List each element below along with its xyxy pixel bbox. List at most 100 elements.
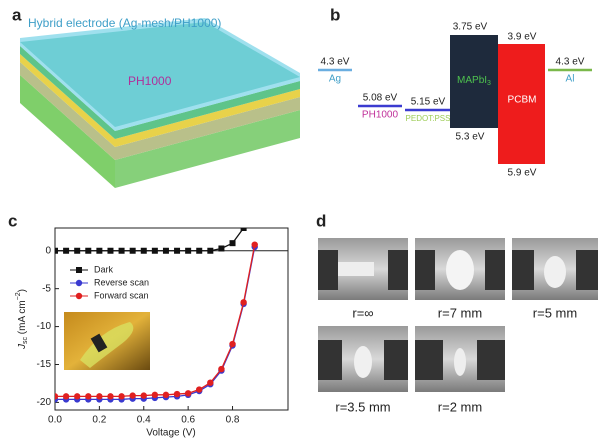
marker — [85, 247, 92, 254]
x-tick-label: 0.4 — [137, 415, 151, 426]
slab-left — [20, 75, 115, 188]
photo-caption: r=2 mm — [438, 399, 482, 414]
energy-label: 5.08 eV — [363, 93, 398, 104]
name-main: MAPbI — [457, 75, 487, 86]
marker — [63, 247, 70, 254]
level-name: Ag — [329, 74, 341, 85]
marker — [196, 247, 203, 254]
legend-marker — [76, 267, 82, 273]
marker — [107, 393, 114, 400]
marker — [118, 247, 125, 254]
marker — [218, 365, 225, 373]
energy-label: 3.9 eV — [508, 32, 537, 43]
x-tick-label: 0.8 — [226, 415, 240, 426]
marker — [151, 391, 159, 399]
marker — [207, 247, 214, 254]
marker — [96, 393, 103, 400]
photo — [318, 238, 408, 300]
marker — [55, 393, 59, 400]
marker — [55, 247, 58, 254]
marker — [184, 390, 192, 397]
y-tick-label: -15 — [37, 359, 52, 370]
marker — [118, 393, 125, 400]
level-name: MAPbI3 — [457, 75, 491, 87]
legend-marker — [75, 279, 83, 287]
name-sub: 3 — [487, 80, 491, 87]
axes-frame — [54, 227, 289, 411]
marker — [196, 386, 203, 393]
marker — [251, 241, 258, 248]
panel-label: d — [316, 211, 326, 230]
photo — [415, 238, 505, 300]
y-label-main: J — [17, 343, 28, 350]
layer-cyan — [20, 18, 300, 131]
marker — [173, 390, 181, 398]
layer-label: PH1000 — [128, 74, 172, 88]
marker — [162, 247, 169, 254]
y-tick-label: -5 — [42, 283, 51, 294]
marker — [240, 228, 247, 231]
marker — [62, 393, 70, 400]
layer-gray — [20, 62, 300, 160]
panel-label: a — [12, 5, 22, 24]
band-box — [498, 44, 545, 164]
y-label-unit: (mA cm — [17, 300, 28, 337]
slab-front — [115, 110, 300, 188]
level-name: PH1000 — [362, 110, 399, 121]
energy-label: 5.15 eV — [411, 97, 446, 108]
legend-label: Dark — [94, 264, 114, 274]
band-box — [450, 35, 498, 128]
plot-area — [55, 228, 258, 403]
caption: Hybrid electrode (Ag-mesh/PH1000) — [28, 16, 221, 30]
y-axis-label: Jsc (mA cm−2) — [15, 289, 29, 350]
photo-caption: r=3.5 mm — [335, 399, 390, 414]
marker — [151, 247, 158, 254]
x-axis-label: Voltage (V) — [146, 428, 195, 439]
legend-label: Reverse scan — [94, 277, 149, 287]
level-name: PCBM — [508, 95, 537, 106]
marker — [140, 392, 147, 399]
inset-device — [90, 333, 108, 353]
marker — [218, 245, 225, 252]
layer-yellow — [20, 54, 300, 147]
photo — [512, 238, 598, 300]
energy-label: 4.3 eV — [321, 57, 350, 68]
y-tick-label: -10 — [37, 321, 52, 332]
marker — [107, 247, 114, 254]
photo-caption: r=∞ — [352, 305, 373, 320]
marker — [185, 247, 192, 254]
marker — [229, 240, 236, 247]
level-name: PEDOT:PSS — [406, 114, 451, 123]
y-label-sup: −2 — [15, 292, 22, 300]
marker — [73, 393, 81, 400]
marker — [174, 247, 181, 254]
level-name: Al — [566, 74, 575, 85]
legend-marker — [75, 292, 83, 300]
y-tick-label: -20 — [37, 397, 52, 408]
layer-green — [20, 46, 300, 139]
panel-d: d r=∞ r=7 mm r=5 mm r=3.5 mm r=2 mm — [316, 211, 598, 414]
panel-a: a Hybrid electrode (Ag-mesh/PH1000) PH10… — [12, 5, 300, 188]
photo-caption: r=5 mm — [533, 305, 577, 320]
marker — [140, 247, 147, 254]
photo — [415, 326, 505, 392]
energy-label: 5.9 eV — [508, 168, 537, 179]
panel-label: b — [330, 5, 340, 24]
marker — [85, 393, 92, 400]
x-tick-label: 0.2 — [92, 415, 106, 426]
photo-caption: r=7 mm — [438, 305, 482, 320]
x-tick-label: 0.0 — [48, 415, 62, 426]
marker — [207, 379, 214, 386]
x-tick-label: 0.6 — [181, 415, 195, 426]
energy-label: 5.3 eV — [456, 132, 485, 143]
panel-label: c — [8, 211, 17, 230]
marker — [162, 391, 170, 399]
inset-finger — [80, 322, 134, 368]
panel-c: c Voltage (V) Jsc (mA cm−2) — [8, 211, 289, 439]
marker — [240, 299, 247, 306]
legend-label: Forward scan — [94, 290, 149, 300]
y-label-sub: sc — [22, 337, 29, 345]
panel-b: b 4.3 eV Ag 5.08 eV PH1000 5.15 eV PEDOT… — [318, 5, 592, 179]
energy-label: 3.75 eV — [453, 22, 488, 33]
